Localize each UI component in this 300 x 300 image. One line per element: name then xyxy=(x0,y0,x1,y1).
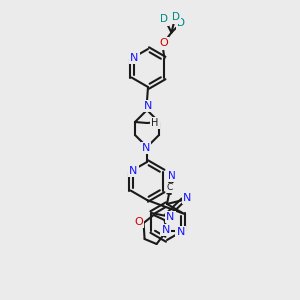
Text: O: O xyxy=(134,217,143,227)
Text: N: N xyxy=(144,101,152,111)
Text: H: H xyxy=(151,118,159,128)
Text: N: N xyxy=(176,227,185,237)
Text: D: D xyxy=(178,19,185,28)
Text: N: N xyxy=(183,193,191,203)
Text: N: N xyxy=(130,53,139,63)
Text: C: C xyxy=(167,184,173,193)
Text: N: N xyxy=(161,225,170,235)
Text: N: N xyxy=(142,143,150,153)
Text: D: D xyxy=(172,13,181,22)
Text: D: D xyxy=(160,14,169,25)
Text: N: N xyxy=(166,212,175,222)
Text: O: O xyxy=(159,38,168,49)
Text: N: N xyxy=(129,166,138,176)
Text: N: N xyxy=(168,171,176,181)
